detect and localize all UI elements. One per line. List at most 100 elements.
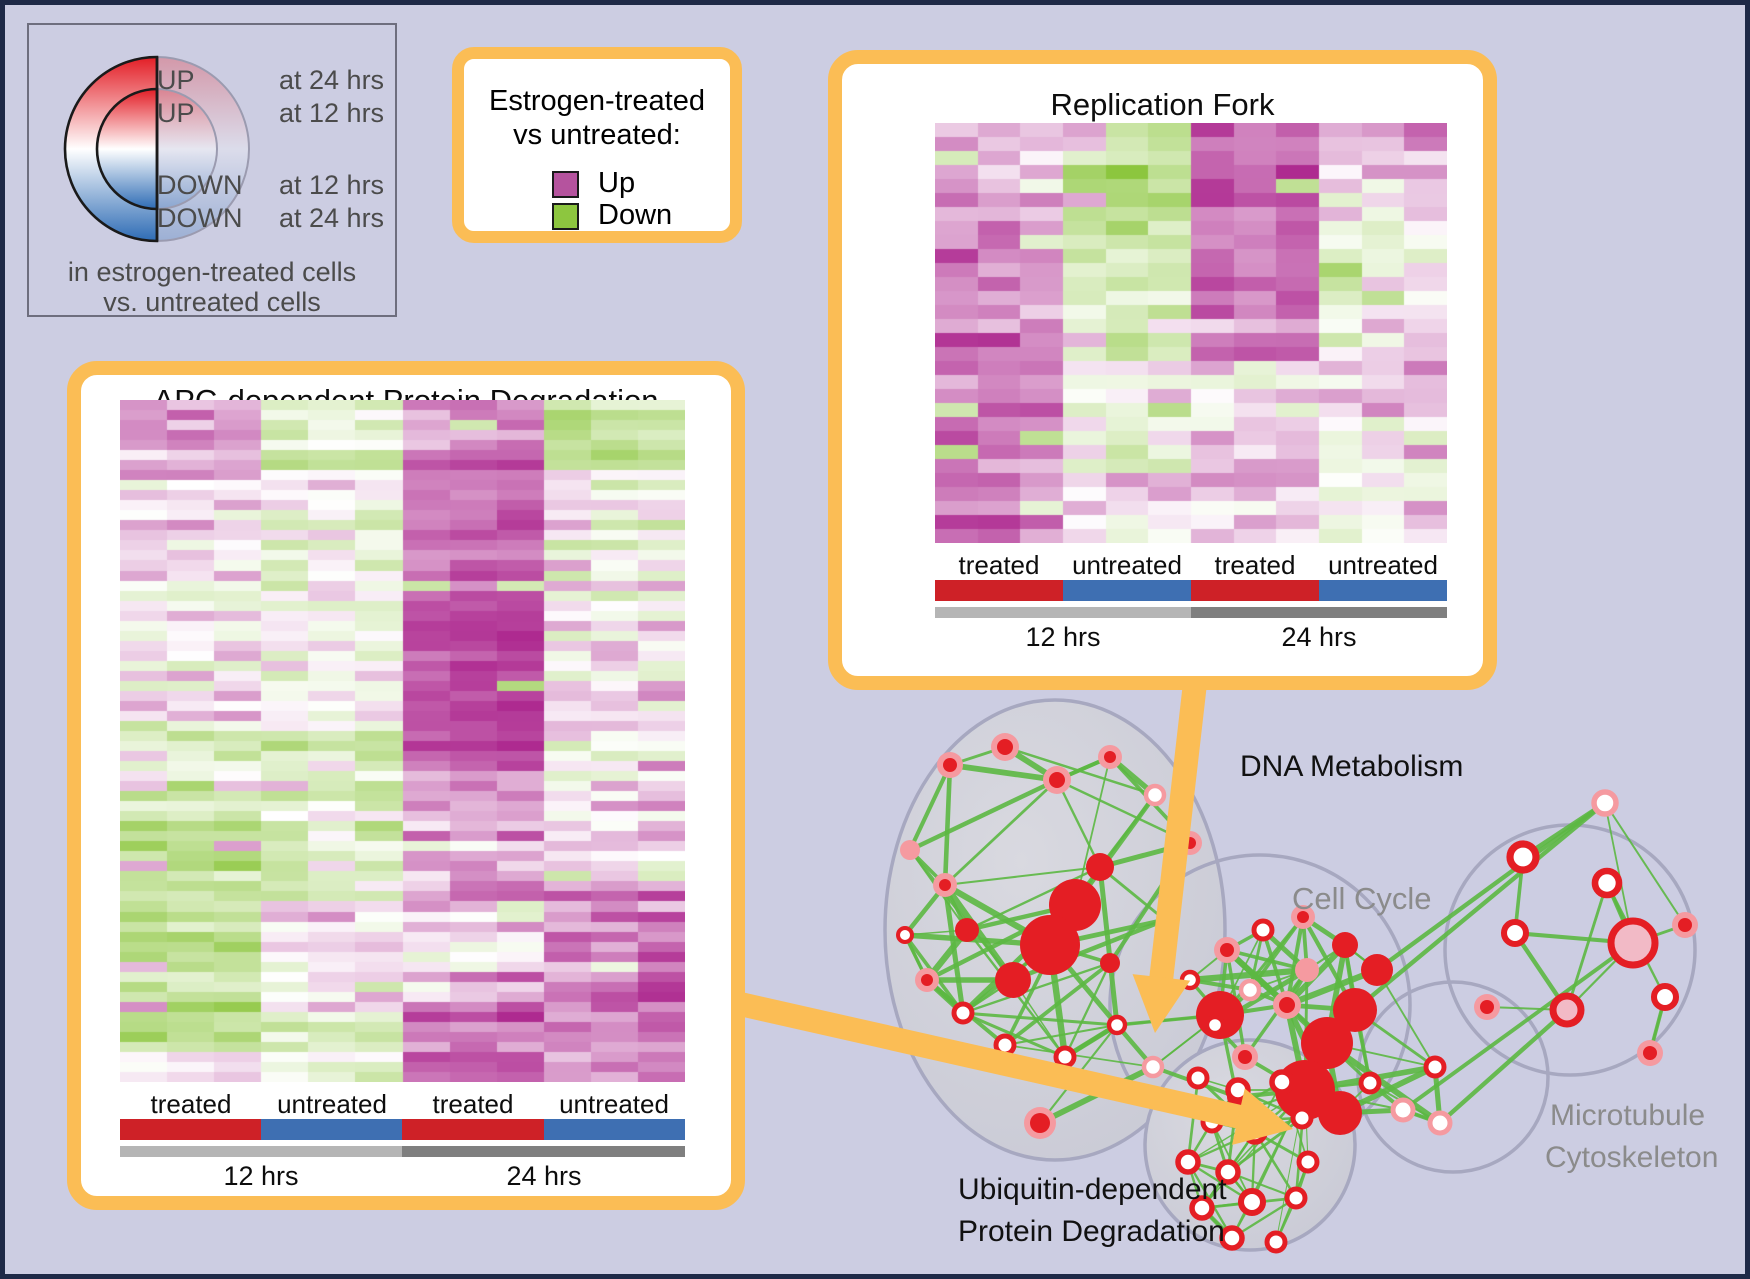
rf-group-label-untreated-24: untreated bbox=[1328, 550, 1438, 580]
gene-node-ring bbox=[896, 926, 914, 944]
ring-up-inner-label: UP bbox=[157, 98, 195, 128]
gene-node-halo-core bbox=[1279, 997, 1295, 1013]
gene-node-ring bbox=[1215, 1159, 1241, 1185]
cluster-circle-minor-circle bbox=[1356, 980, 1550, 1174]
apc-treated-bar-24 bbox=[402, 1119, 544, 1140]
ring-legend-box: UP UP DOWN DOWN at 24 hrs at 12 hrs at 1… bbox=[27, 23, 397, 317]
gene-node-ring bbox=[1423, 1055, 1447, 1079]
gene-node-ring bbox=[1175, 1149, 1201, 1175]
ring-caption-line2: vs. untreated cells bbox=[103, 287, 321, 317]
network-edge bbox=[1097, 866, 1120, 1026]
gene-node-ring bbox=[1290, 1106, 1314, 1130]
gene-node-ring bbox=[1219, 1225, 1245, 1251]
gene-node-ring bbox=[1296, 1150, 1320, 1174]
gene-node-halo-core bbox=[1238, 1050, 1252, 1064]
rf-group-label-untreated-12: untreated bbox=[1072, 550, 1182, 580]
network-edge bbox=[944, 778, 1058, 887]
ring-up-outer-label: UP bbox=[157, 65, 195, 95]
ubiquitin-label-line1: Ubiquitin-dependent bbox=[958, 1173, 1227, 1206]
gene-node-ring bbox=[1251, 918, 1275, 942]
gene-node-ring bbox=[1506, 840, 1540, 874]
network-edge bbox=[962, 961, 1111, 1015]
apc-24hrs-bar bbox=[402, 1146, 685, 1157]
ring-at12-top-label: at 12 hrs bbox=[279, 98, 385, 128]
gene-node-solid bbox=[1100, 953, 1120, 973]
gene-node-ring bbox=[951, 1001, 975, 1025]
network-edge bbox=[1285, 916, 1305, 1006]
network-edge bbox=[1353, 801, 1607, 1012]
microtubule-label-line1: Microtubule bbox=[1550, 1099, 1706, 1132]
network-edge bbox=[942, 883, 1016, 982]
network-edge bbox=[944, 865, 1101, 887]
up-swatch-label: Up bbox=[598, 167, 636, 199]
rf-treated-bar-24 bbox=[1191, 580, 1319, 601]
apc-panel: APC-dependent Protein Degradation treate… bbox=[67, 361, 745, 1210]
gene-node-solid bbox=[1020, 915, 1080, 975]
network-edge bbox=[1063, 962, 1112, 1058]
network-edge bbox=[1375, 801, 1607, 972]
rf-untreated-bar-24 bbox=[1319, 580, 1447, 601]
network-edge bbox=[1098, 794, 1157, 868]
updown-ring-diagram bbox=[63, 55, 250, 243]
rf-treated-bar-12 bbox=[935, 580, 1063, 601]
rf-panel-title: Replication Fork bbox=[1050, 87, 1275, 122]
gene-node-solid bbox=[1086, 853, 1114, 881]
network-edge bbox=[1004, 1023, 1118, 1047]
rf-heatmap bbox=[935, 123, 1447, 543]
gene-node-halo-core bbox=[1643, 1046, 1657, 1060]
gene-node-big-pink bbox=[1549, 992, 1585, 1028]
ring-at12-bottom-label: at 12 hrs bbox=[279, 170, 385, 200]
rf-12hrs-bar bbox=[935, 607, 1191, 618]
gene-node-halo-core bbox=[1049, 772, 1065, 788]
gene-node-ring bbox=[1189, 1195, 1215, 1221]
rf-24hrs-bar bbox=[1191, 607, 1447, 618]
up-color-swatch bbox=[552, 171, 579, 198]
apc-untreated-bar-24 bbox=[544, 1119, 685, 1140]
apc-12hrs-bar bbox=[120, 1146, 402, 1157]
network-edge bbox=[1285, 967, 1379, 1008]
gene-node-ring bbox=[1500, 918, 1530, 948]
gene-node-ring bbox=[1053, 1045, 1077, 1069]
network-edge bbox=[1438, 1008, 1569, 1125]
ring-caption-line1: in estrogen-treated cells bbox=[67, 257, 357, 287]
gene-node-ring bbox=[1264, 1230, 1288, 1254]
gene-node-pink-solid bbox=[900, 840, 920, 860]
gene-node-ring bbox=[1358, 1071, 1382, 1095]
left-half-r60 bbox=[95, 87, 159, 211]
gene-node-pink-solid bbox=[1295, 958, 1319, 982]
apc-12hrs-label: 12 hrs bbox=[223, 1161, 299, 1191]
network-edge bbox=[1253, 1131, 1298, 1199]
network-edge bbox=[1186, 1077, 1200, 1163]
gene-node-pink-ring bbox=[1143, 783, 1167, 807]
gene-node-pink-ring bbox=[1141, 1055, 1165, 1079]
gene-node-solid bbox=[1332, 932, 1358, 958]
gene-node-ring bbox=[1269, 1069, 1295, 1095]
gene-node-halo-core bbox=[997, 739, 1013, 755]
gene-node-ring bbox=[1106, 1014, 1128, 1036]
network-edge bbox=[1604, 802, 1686, 926]
gene-node-big-pink bbox=[1607, 917, 1659, 969]
gene-node-solid bbox=[1318, 1091, 1362, 1135]
gene-node-ring bbox=[1204, 1014, 1226, 1036]
network-edge bbox=[966, 865, 1101, 932]
gene-node-solid bbox=[955, 918, 979, 942]
network-edge bbox=[942, 764, 953, 886]
arrow-head-apc-to-ubiquitin bbox=[1231, 1088, 1293, 1145]
gene-node-halo-core bbox=[1678, 918, 1692, 932]
rf-group-label-treated-12: treated bbox=[958, 550, 1040, 580]
rf-12hrs-label: 12 hrs bbox=[1025, 622, 1101, 652]
down-swatch-label: Down bbox=[598, 199, 673, 231]
network-edge bbox=[909, 777, 1058, 853]
rf-untreated-bar-12 bbox=[1063, 580, 1191, 601]
gene-node-solid bbox=[1333, 988, 1377, 1032]
apc-group-label-untreated-12: untreated bbox=[277, 1089, 387, 1119]
gene-node-ring bbox=[1284, 1186, 1308, 1210]
network-edge bbox=[1055, 779, 1102, 868]
network-edge bbox=[908, 764, 952, 851]
arrow-head-replication-fork-to-dna bbox=[1132, 974, 1191, 1033]
replication-fork-panel: Replication Fork treated untreated treat… bbox=[828, 50, 1497, 690]
ring-down-inner-label: DOWN bbox=[157, 170, 243, 200]
dna-metabolism-label: DNA Metabolism bbox=[1240, 750, 1464, 783]
rf-group-label-treated-24: treated bbox=[1214, 550, 1296, 580]
apc-group-label-treated-12: treated bbox=[150, 1089, 232, 1119]
